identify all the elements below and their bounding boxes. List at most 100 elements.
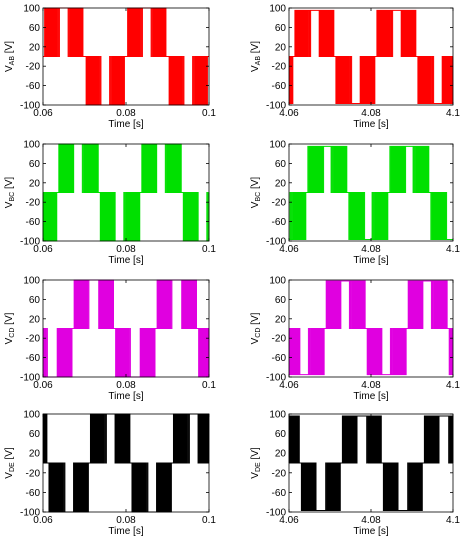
y-tick-label: 60 <box>29 159 41 170</box>
y-axis-label: VDE [V] <box>250 447 262 479</box>
x-tick-label: 4.08 <box>361 244 381 255</box>
series-line-ab_end <box>288 9 454 105</box>
y-tick-label: -60 <box>26 488 41 499</box>
x-tick-label: 4.06 <box>279 108 299 119</box>
y-axis-label: VAB [V] <box>250 41 262 72</box>
x-tick-label: 0.08 <box>116 380 136 391</box>
y-tick-label: 100 <box>23 4 40 15</box>
y-tick-label: 100 <box>23 410 40 421</box>
x-tick-label: 4.08 <box>361 108 381 119</box>
y-axis-label: VCD [V] <box>4 312 16 344</box>
y-axis-label: VDE [V] <box>4 447 16 479</box>
x-tick-label: 4.06 <box>279 380 299 391</box>
y-tick-label: -60 <box>26 81 41 92</box>
y-tick-label: 60 <box>29 23 41 34</box>
y-tick-label: 100 <box>23 276 40 287</box>
x-tick-label: 0.06 <box>33 380 53 391</box>
x-axis-label: Time [s] <box>108 119 143 130</box>
y-tick-label: 20 <box>275 42 287 53</box>
x-axis-label: Time [s] <box>108 526 143 537</box>
y-tick-label: 20 <box>29 178 41 189</box>
y-tick-label: -60 <box>26 353 41 364</box>
y-tick-label: 100 <box>269 4 286 15</box>
y-axis-label: VAB [V] <box>4 41 16 72</box>
y-tick-label: -100 <box>266 237 286 248</box>
x-tick-label: 0.08 <box>116 108 136 119</box>
y-tick-label: -60 <box>272 353 287 364</box>
y-tick-label: -60 <box>272 488 287 499</box>
y-tick-label: -100 <box>20 101 40 112</box>
y-axis-label: VCD [V] <box>250 312 262 344</box>
y-tick-label: 60 <box>275 429 287 440</box>
x-tick-label: 0.06 <box>33 244 53 255</box>
y-tick-label: -100 <box>20 237 40 248</box>
y-tick-label: -60 <box>272 217 287 228</box>
x-tick-label: 0.1 <box>202 244 216 255</box>
x-tick-label: 0.1 <box>202 108 216 119</box>
series-line-de_end <box>288 415 454 512</box>
y-tick-label: -20 <box>26 334 41 345</box>
x-axis-label: Time [s] <box>108 391 143 402</box>
y-tick-label: 100 <box>269 140 286 151</box>
y-tick-label: -20 <box>272 62 287 73</box>
y-tick-label: 20 <box>29 449 41 460</box>
x-axis-label: Time [s] <box>108 255 143 266</box>
y-axis-label: VBC [V] <box>4 177 16 209</box>
y-tick-label: 60 <box>29 429 41 440</box>
y-tick-label: 60 <box>275 159 287 170</box>
x-axis-label: Time [s] <box>353 255 388 266</box>
y-tick-label: -20 <box>272 198 287 209</box>
y-tick-label: -100 <box>266 373 286 384</box>
y-tick-label: 100 <box>269 276 286 287</box>
x-tick-label: 4.1 <box>446 380 460 391</box>
x-tick-label: 0.08 <box>116 244 136 255</box>
x-axis-label: Time [s] <box>353 526 388 537</box>
y-tick-label: -100 <box>266 101 286 112</box>
x-tick-label: 0.06 <box>33 108 53 119</box>
y-tick-label: 100 <box>269 410 286 421</box>
y-tick-label: 60 <box>275 295 287 306</box>
y-tick-label: -20 <box>26 468 41 479</box>
series-line-bc_start <box>42 143 210 242</box>
x-tick-label: 4.1 <box>446 515 460 526</box>
y-tick-label: -20 <box>26 62 41 73</box>
x-tick-label: 0.06 <box>33 515 53 526</box>
x-tick-label: 4.1 <box>446 108 460 119</box>
x-tick-label: 0.1 <box>202 515 216 526</box>
series-line-ab_start <box>43 7 209 106</box>
y-axis-label: VBC [V] <box>250 177 262 209</box>
y-tick-label: 100 <box>23 140 40 151</box>
y-tick-label: -60 <box>26 217 41 228</box>
y-tick-label: -100 <box>266 508 286 519</box>
x-tick-label: 4.06 <box>279 244 299 255</box>
y-tick-label: 20 <box>29 314 41 325</box>
x-axis-label: Time [s] <box>353 119 388 130</box>
y-tick-label: 60 <box>275 23 287 34</box>
y-tick-label: 20 <box>29 42 41 53</box>
series-line-de_start <box>42 413 210 513</box>
x-tick-label: 4.1 <box>446 244 460 255</box>
y-tick-label: -20 <box>26 198 41 209</box>
series-line-cd_start <box>42 279 210 378</box>
y-tick-label: 20 <box>275 178 287 189</box>
x-tick-label: 4.08 <box>361 515 381 526</box>
y-tick-label: 20 <box>275 449 287 460</box>
series-line-cd_end <box>288 280 454 376</box>
y-tick-label: 20 <box>275 314 287 325</box>
y-tick-label: -100 <box>20 508 40 519</box>
x-tick-label: 0.1 <box>202 380 216 391</box>
y-tick-label: -20 <box>272 334 287 345</box>
x-tick-label: 4.06 <box>279 515 299 526</box>
x-axis-label: Time [s] <box>353 391 388 402</box>
x-tick-label: 4.08 <box>361 380 381 391</box>
x-tick-label: 0.08 <box>116 515 136 526</box>
y-tick-label: -60 <box>272 81 287 92</box>
